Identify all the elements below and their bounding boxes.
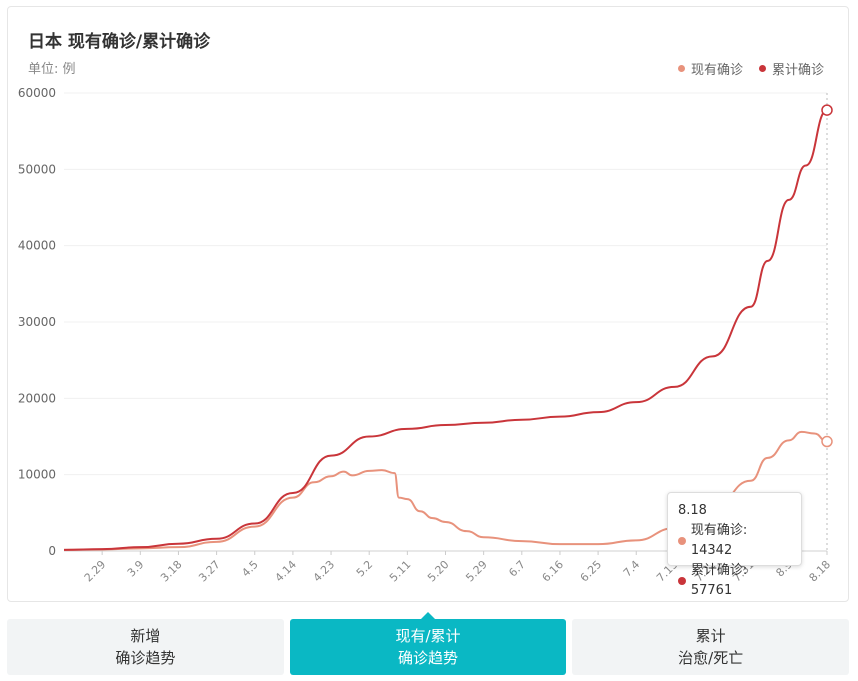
x-tick-label: 4.5: [239, 558, 261, 580]
chart-title: 日本 现有确诊/累计确诊: [28, 32, 211, 52]
x-tick-label: 6.16: [540, 558, 567, 585]
tab-cured-dead-line2: 治愈/死亡: [678, 649, 744, 667]
x-tick-label: 5.11: [387, 558, 414, 585]
line-chart: 0 10000 20000 30000 40000 50000 60000 2.29 3.9 3…: [18, 86, 834, 585]
tab-current-cumulative-line1: 现有/累计: [395, 627, 461, 645]
tooltip-row-current: 现有确诊: 14342: [678, 521, 791, 561]
hover-markers: [821, 104, 833, 448]
x-tick-label: 6.25: [578, 558, 605, 585]
x-tick-label: 6.7: [506, 558, 528, 580]
tooltip-value-current: 现有确诊: 14342: [690, 523, 748, 558]
legend-dot-current: [677, 65, 685, 72]
y-tick-label: 0: [48, 544, 56, 558]
legend-label-cumulative: 累计确诊: [771, 63, 824, 78]
y-tick-label: 10000: [18, 468, 56, 482]
y-tick-label: 60000: [18, 86, 56, 100]
tab-cured-dead[interactable]: 累计 治愈/死亡: [572, 619, 850, 675]
tooltip: 8.18 现有确诊: 14342 累计确诊: 57761: [667, 492, 802, 598]
x-tick-label: 2.29: [82, 558, 109, 585]
legend: 现有确诊 累计确诊: [677, 59, 824, 78]
x-tick-label: 7.4: [621, 558, 643, 580]
tab-cured-dead-line1: 累计: [695, 627, 726, 645]
y-tick-label: 50000: [18, 162, 56, 176]
x-tick-label: 8.18: [807, 558, 834, 585]
x-tick-label: 4.14: [273, 558, 300, 585]
tooltip-value-cumulative: 累计确诊: 57761: [690, 563, 748, 598]
y-axis: 0 10000 20000 30000 40000 50000 60000: [18, 86, 56, 558]
x-tick-label: 3.9: [125, 558, 147, 580]
chart-card: 日本 现有确诊/累计确诊 单位: 例 现有确诊 累计确诊: [7, 6, 849, 602]
series-line-cumulative: [63, 109, 828, 551]
tab-new-trend-line2: 确诊趋势: [115, 649, 176, 667]
y-tick-label: 20000: [18, 391, 56, 405]
trend-tabs: 新增 确诊趋势 现有/累计 确诊趋势 累计 治愈/死亡: [7, 612, 850, 675]
legend-dot-cumulative: [758, 65, 766, 72]
tab-current-cumulative-trend[interactable]: 现有/累计 确诊趋势: [289, 612, 567, 675]
legend-item-cumulative[interactable]: 累计确诊: [758, 59, 824, 78]
tooltip-dot-current: [678, 537, 686, 545]
tooltip-row-cumulative: 累计确诊: 57761: [678, 561, 791, 601]
marker-current: [821, 435, 833, 448]
y-tick-label: 30000: [18, 315, 56, 329]
tab-new-trend-line1: 新增: [130, 627, 161, 645]
series-lines: [63, 109, 828, 551]
x-tick-label: 5.2: [354, 558, 376, 580]
x-tick-label: 5.29: [463, 558, 490, 585]
y-tick-label: 40000: [18, 239, 56, 253]
legend-label-current: 现有确诊: [690, 63, 743, 78]
tab-current-cumulative-line2: 确诊趋势: [398, 649, 459, 667]
tooltip-dot-cumulative: [678, 577, 686, 585]
x-tick-label: 3.18: [158, 558, 185, 585]
x-tick-label: 4.23: [311, 558, 338, 585]
tooltip-date: 8.18: [678, 503, 707, 518]
x-tick-label: 3.27: [196, 558, 223, 585]
marker-cumulative: [821, 104, 833, 116]
series-line-current: [63, 430, 828, 551]
unit-label: 单位: 例: [28, 62, 76, 77]
tab-new-trend[interactable]: 新增 确诊趋势: [7, 619, 284, 675]
grid: [64, 92, 828, 552]
x-tick-label: 5.20: [425, 558, 452, 585]
legend-item-current[interactable]: 现有确诊: [677, 59, 743, 78]
